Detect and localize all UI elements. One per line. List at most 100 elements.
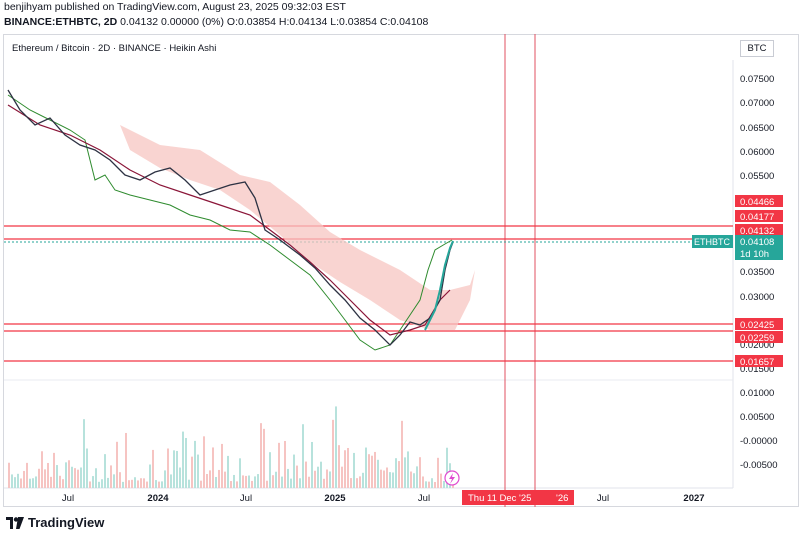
volume-bar xyxy=(431,478,433,488)
volume-bar xyxy=(311,441,313,488)
volume-bar xyxy=(68,460,70,488)
volume-bar xyxy=(158,481,160,488)
price-scale: 0.07500 0.07000 0.06500 0.06000 0.05500 0.035… xyxy=(740,74,778,471)
chart-frame[interactable] xyxy=(3,34,799,507)
volume-bar xyxy=(407,451,409,488)
volume-bar xyxy=(26,462,28,488)
volume-bar xyxy=(86,448,88,488)
volume-bar xyxy=(185,437,187,488)
volume-bar xyxy=(50,476,52,488)
symbol-info: BINANCE:ETHBTC, 2D 0.04132 0.00000 (0%) … xyxy=(4,16,428,28)
volume-bar xyxy=(131,479,133,488)
price-tag-bg xyxy=(735,235,783,260)
ohlc-values: 0.04132 0.00000 (0%) O:0.03854 H:0.04134… xyxy=(120,16,429,28)
volume-bar xyxy=(380,469,382,488)
volume-bar xyxy=(371,455,373,488)
level-tag-bg xyxy=(735,331,783,343)
volume-bar xyxy=(281,476,283,488)
volume-bar xyxy=(80,467,82,488)
volume-bar xyxy=(140,478,142,488)
volume-bar xyxy=(365,447,367,488)
level-tag: 0.02259 xyxy=(740,333,774,344)
volume-bar xyxy=(329,471,331,488)
volume-bar xyxy=(257,474,259,488)
volume-bars xyxy=(8,406,454,488)
level-tag: 0.02425 xyxy=(740,320,774,331)
volume-bar xyxy=(182,431,184,488)
volume-bar xyxy=(398,461,400,488)
volume-bar xyxy=(323,478,325,488)
volume-bar xyxy=(338,445,340,488)
volume-bar xyxy=(413,473,415,488)
volume-bar xyxy=(224,471,226,488)
volume-bar xyxy=(101,479,103,488)
volume-bar xyxy=(383,470,385,488)
volume-bar xyxy=(197,454,199,488)
volume-bar xyxy=(188,479,190,488)
volume-bar xyxy=(278,442,280,488)
volume-bar xyxy=(359,476,361,488)
volume-bar xyxy=(191,456,193,488)
volume-bar xyxy=(290,478,292,488)
volume-bar xyxy=(236,481,238,488)
y-tick-label: 0.02000 xyxy=(740,340,774,351)
tradingview-logo-icon xyxy=(6,516,24,529)
volume-bar xyxy=(35,476,37,488)
volume-bar xyxy=(251,480,253,488)
volume-bar xyxy=(53,452,55,488)
x-tick-label: Jul xyxy=(418,493,430,504)
volume-bar xyxy=(146,481,148,488)
chart-legend: Ethereum / Bitcoin · 2D · BINANCE · Heik… xyxy=(12,43,217,54)
level-tag-bg xyxy=(735,195,783,207)
level-tag-bg xyxy=(735,210,783,222)
level-tag-bg xyxy=(735,224,783,236)
volume-bar xyxy=(164,470,166,488)
volume-bar xyxy=(14,477,16,488)
level-tag: 0.01657 xyxy=(740,357,774,368)
y-tick-label: 0.03500 xyxy=(740,267,774,278)
volume-bar xyxy=(122,481,124,488)
price-tag-value: 0.04108 xyxy=(740,237,774,248)
publish-info: benjihyam published on TradingView.com, … xyxy=(4,1,346,13)
volume-bar xyxy=(341,466,343,488)
x-tick-label: Jul xyxy=(62,493,74,504)
currency-button[interactable]: BTC xyxy=(740,40,774,57)
volume-bar xyxy=(245,475,247,488)
volume-bar xyxy=(344,450,346,488)
y-tick-label: -0.00000 xyxy=(740,436,778,447)
volume-bar xyxy=(203,436,205,488)
time-scale: Jul 2024 Jul 2025 Jul Jul 2027 xyxy=(62,493,705,504)
volume-bar xyxy=(215,476,217,488)
volume-bar xyxy=(62,479,64,488)
volume-bar xyxy=(248,475,250,488)
volume-bar xyxy=(389,472,391,488)
volume-bar xyxy=(437,457,439,488)
volume-bar xyxy=(119,472,121,488)
footer-brand: TradingView xyxy=(6,515,104,530)
volume-bar xyxy=(110,465,112,488)
volume-bar xyxy=(173,450,175,488)
volume-bar xyxy=(368,454,370,488)
x-tick-label: 2024 xyxy=(147,493,169,504)
volume-bar xyxy=(23,470,25,488)
volume-bar xyxy=(20,478,22,488)
symbol-tag: ETHBTC xyxy=(694,237,731,247)
volume-bar xyxy=(242,475,244,488)
volume-bar xyxy=(218,469,220,488)
volume-bar xyxy=(362,472,364,488)
volume-bar xyxy=(305,461,307,488)
volume-bar xyxy=(434,481,436,488)
y-tick-label: 0.06000 xyxy=(740,147,774,158)
volume-bar xyxy=(350,478,352,488)
volume-bar xyxy=(404,457,406,488)
base-line xyxy=(7,104,451,336)
level-tag: 0.04177 xyxy=(740,212,774,223)
level-tag: 0.04466 xyxy=(740,197,774,208)
volume-bar xyxy=(209,470,211,488)
volume-bar xyxy=(233,474,235,488)
y-tick-label: 0.07500 xyxy=(740,74,774,85)
volume-bar xyxy=(386,467,388,488)
volume-bar xyxy=(254,476,256,488)
y-tick-label: 0.05500 xyxy=(740,171,774,182)
